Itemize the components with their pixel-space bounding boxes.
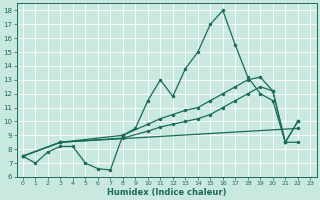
X-axis label: Humidex (Indice chaleur): Humidex (Indice chaleur) [107,188,226,197]
